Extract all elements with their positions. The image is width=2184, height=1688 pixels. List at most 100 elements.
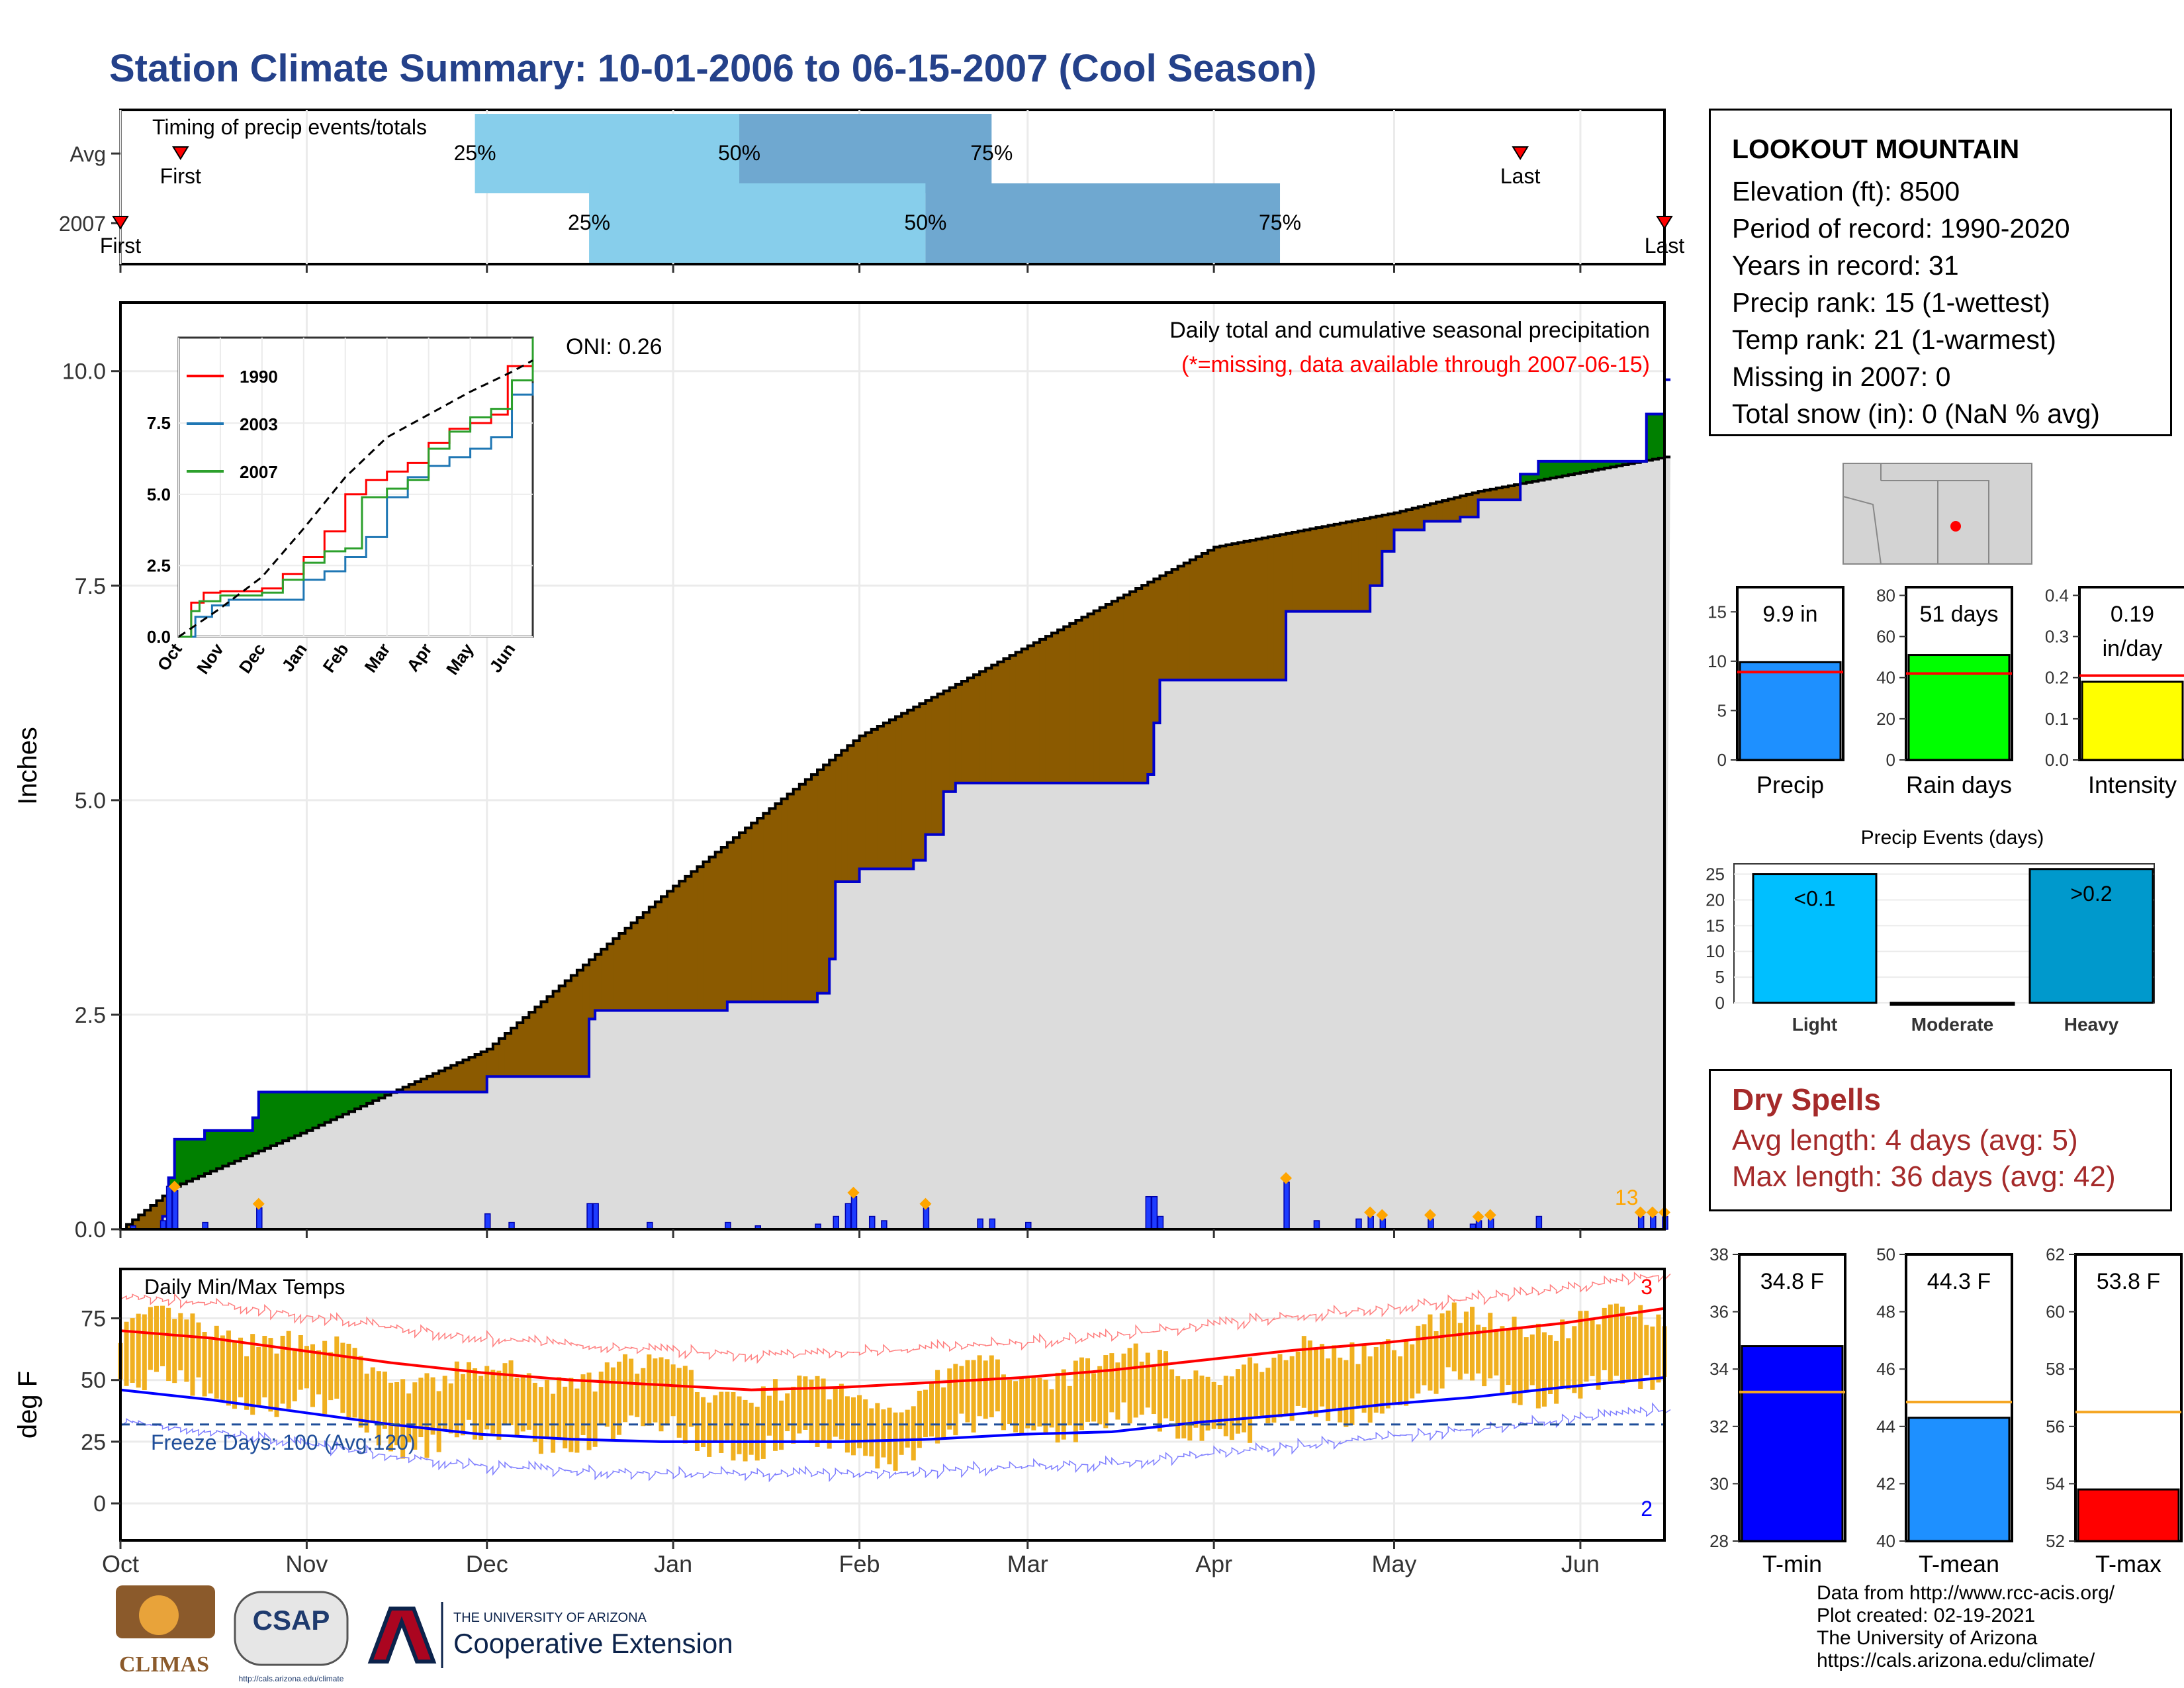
anomaly-step — [1598, 461, 1605, 469]
anomaly-step — [1616, 461, 1623, 466]
heavy-event-marker — [1484, 1209, 1496, 1221]
temps-ytick-label: 0 — [93, 1491, 106, 1517]
anomaly-step — [1394, 512, 1401, 530]
anomaly-step — [1069, 623, 1076, 783]
anomaly-step — [379, 1092, 386, 1098]
anomaly-step — [877, 726, 884, 869]
daily-temp-bar — [1271, 1357, 1277, 1423]
summary-bar-intensity — [2081, 680, 2184, 761]
anomaly-step — [228, 1130, 236, 1164]
daily-temp-bar — [322, 1340, 328, 1415]
daily-temp-bar — [569, 1378, 574, 1452]
anomaly-step — [553, 991, 560, 1077]
daily-temp-bar — [1013, 1381, 1019, 1432]
anomaly-step — [1406, 509, 1413, 530]
anomaly-step — [445, 1068, 451, 1092]
anomaly-step — [805, 779, 812, 1002]
daily-temp-bar — [1235, 1369, 1240, 1434]
timing-label-75: 75% — [1259, 211, 1301, 234]
heavy-event-marker — [1634, 1206, 1647, 1219]
daily-temp-bar — [707, 1402, 712, 1457]
anomaly-step — [1310, 528, 1317, 612]
inset-legend-label: 1990 — [240, 367, 278, 387]
anomaly-step — [138, 1215, 145, 1229]
csap-logo-text: CSAP — [253, 1605, 330, 1636]
anomaly-step — [775, 804, 782, 1002]
daily-temp-bar — [268, 1338, 273, 1412]
daily-temp-bar — [1590, 1317, 1595, 1376]
temps-ytick-label: 75 — [81, 1307, 106, 1332]
anomaly-step — [1255, 539, 1263, 680]
daily-temp-bar — [1097, 1366, 1103, 1425]
anomaly-step — [601, 949, 608, 1011]
anomaly-step — [889, 720, 896, 869]
daily-temp-bar — [178, 1313, 183, 1371]
anomaly-step — [1075, 620, 1083, 783]
daily-temp-bar — [316, 1350, 322, 1395]
summary-category-label: T-mean — [1919, 1550, 1999, 1577]
daily-temp-bar — [286, 1331, 291, 1409]
daily-temp-bar — [983, 1360, 988, 1419]
timing-label-75: 75% — [970, 141, 1013, 165]
anomaly-step — [523, 1017, 529, 1077]
anomaly-step — [1165, 572, 1173, 680]
daily-precip-bar — [256, 1207, 263, 1230]
anomaly-step — [1003, 658, 1011, 783]
anomaly-step — [853, 740, 860, 882]
anomaly-step — [192, 1139, 199, 1179]
anomaly-step — [385, 1092, 392, 1096]
daily-temp-bar — [1199, 1376, 1205, 1441]
temps-ytick-label: 50 — [81, 1368, 106, 1393]
daily-temp-bar — [899, 1412, 904, 1455]
anomaly-step — [469, 1057, 476, 1092]
anomaly-step — [1490, 489, 1497, 500]
daily-temp-bar — [406, 1393, 412, 1442]
daily-temp-bar — [604, 1362, 610, 1427]
anomaly-step — [625, 928, 632, 1011]
daily-temp-bar — [1283, 1360, 1289, 1415]
events-ytick-label: 25 — [1706, 865, 1725, 884]
daily-temp-bar — [1470, 1307, 1475, 1381]
daily-temp-bar — [442, 1376, 447, 1429]
daily-temp-bar — [1223, 1376, 1228, 1436]
daily-temp-bar — [1073, 1360, 1078, 1442]
daily-temp-bar — [1524, 1337, 1529, 1393]
daily-precip-bar — [989, 1218, 996, 1230]
anomaly-step — [126, 1224, 133, 1229]
anomaly-step — [799, 784, 806, 1002]
timing-marker-last — [1512, 146, 1529, 160]
daily-precip-bar — [833, 1215, 840, 1230]
daily-temp-bar — [545, 1380, 550, 1440]
daily-temp-bar — [688, 1370, 694, 1427]
heavy-event-marker — [1280, 1172, 1293, 1184]
anomaly-step — [1280, 534, 1287, 680]
anomaly-step — [823, 765, 830, 994]
daily-temp-bar — [629, 1358, 634, 1416]
daily-temp-bar — [1572, 1326, 1577, 1393]
summary-ytick-label: 60 — [1876, 627, 1895, 647]
anomaly-step — [547, 996, 554, 1077]
daily-temp-bar — [1301, 1336, 1306, 1408]
daily-temp-bar — [917, 1390, 922, 1448]
daily-temp-bar — [1169, 1369, 1175, 1421]
anomaly-step — [1058, 630, 1064, 783]
summary-value-label: 9.9 in — [1762, 602, 1817, 627]
anomaly-step — [1382, 515, 1389, 551]
daily-temp-bar — [1632, 1317, 1637, 1381]
daily-temp-bar — [1494, 1331, 1499, 1376]
month-label: Jan — [654, 1550, 692, 1577]
daily-temp-bar — [1157, 1350, 1162, 1432]
daily-temp-bar — [1541, 1332, 1547, 1407]
anomaly-step — [517, 1023, 523, 1077]
temps-frame — [119, 1268, 1666, 1542]
daily-temp-bar — [1476, 1325, 1481, 1374]
anomaly-step — [210, 1130, 217, 1172]
daily-temp-bar — [328, 1352, 334, 1401]
daily-temp-bar — [1602, 1307, 1607, 1370]
summary-ytick-label: 30 — [1709, 1474, 1729, 1493]
daily-temp-bar — [1067, 1385, 1072, 1426]
daily-temp-bar — [1217, 1385, 1222, 1430]
anomaly-step — [943, 690, 950, 792]
anomaly-step — [781, 798, 788, 1002]
anomaly-step — [949, 687, 956, 792]
